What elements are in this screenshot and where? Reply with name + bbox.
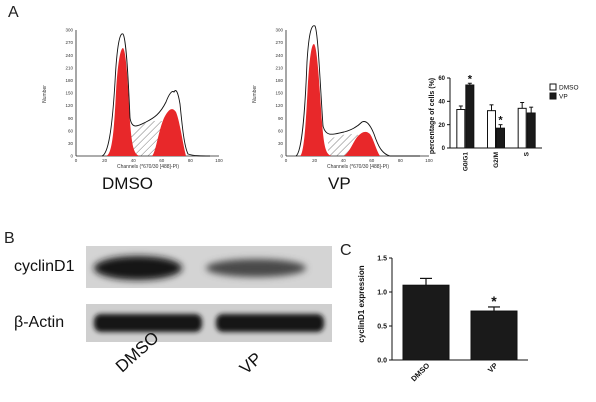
y-tick-label: 150	[275, 91, 283, 96]
bar-dmso	[402, 284, 450, 361]
y-tick-label: 60	[278, 128, 284, 133]
panel-letter-b: B	[4, 230, 15, 247]
legend-swatch-vp	[549, 92, 557, 100]
x-tick-label: DMSO	[409, 361, 431, 383]
y-axis-title: Number	[42, 85, 48, 103]
y-tick-label: 0.0	[377, 358, 387, 365]
x-tick-label: G0/G1	[462, 152, 469, 172]
cell-cycle-bar-chart: percentage of cells (%) 0 20 40 60 * * G0/G1…	[429, 73, 579, 172]
y-axis-title: Number	[252, 85, 258, 103]
x-tick-label: 0	[75, 158, 78, 163]
legend-label-dmso: DMSO	[559, 85, 579, 92]
y-tick-label: 240	[65, 53, 73, 58]
y-tick-label: 180	[65, 78, 73, 83]
western-blot	[86, 246, 332, 342]
legend-label-vp: VP	[559, 94, 568, 101]
y-tick-label: 90	[68, 116, 74, 121]
x-tick-label: 80	[398, 158, 404, 163]
band-beta-actin-vp	[216, 314, 324, 332]
y-tick-label: 40	[438, 100, 445, 106]
x-tick-label: 100	[425, 158, 433, 163]
y-tick-label: 1.0	[377, 290, 387, 297]
g2m-peak	[152, 109, 186, 156]
significance-marker: *	[491, 293, 497, 309]
histogram-label-vp: VP	[328, 174, 351, 193]
x-tick-label: G2/M	[493, 152, 500, 168]
y-tick-label: 0	[70, 154, 73, 159]
bar-dmso-g0g1	[456, 109, 466, 149]
bar-vp-g0g1	[465, 84, 475, 149]
y-tick-label: 300	[275, 28, 283, 33]
x-tick-label: 0	[285, 158, 288, 163]
y-tick-label: 1.5	[377, 256, 387, 263]
lane-label-vp: VP	[236, 348, 266, 379]
x-tick-label: 20	[102, 158, 108, 163]
y-tick-label: 120	[275, 103, 283, 108]
g2m-peak	[344, 131, 380, 156]
g0g1-peak	[300, 44, 332, 156]
y-axis-label: percentage of cells (%)	[429, 78, 436, 154]
y-tick-label: 150	[65, 91, 73, 96]
x-tick-label: 60	[159, 158, 165, 163]
bar-dmso-g2m	[487, 110, 496, 149]
band-cyclind1-vp	[206, 259, 306, 277]
histogram-trace	[101, 33, 211, 157]
y-tick-label: 0	[280, 154, 283, 159]
y-tick-label: 270	[275, 40, 283, 45]
x-axis-title: Channels (*670/30 [488]-PI)	[327, 164, 389, 170]
panel-letter-a: A	[8, 4, 19, 21]
y-tick-label: 30	[68, 141, 74, 146]
x-tick-label: S	[524, 151, 531, 156]
significance-marker: *	[468, 73, 473, 85]
bar-vp-s	[526, 112, 536, 149]
band-beta-actin-dmso	[94, 314, 202, 332]
histogram-trace	[295, 25, 420, 157]
x-tick-label: 60	[369, 158, 375, 163]
x-axis-title: Channels (*670/30 [488]-PI)	[117, 164, 179, 170]
x-tick-label: 20	[312, 158, 318, 163]
x-tick-label: 100	[215, 158, 223, 163]
y-tick-label: 270	[65, 40, 73, 45]
panel-letter-c: C	[340, 242, 352, 259]
y-tick-label: 60	[438, 76, 445, 82]
g0g1-peak	[106, 48, 140, 156]
significance-marker: *	[498, 115, 503, 127]
y-axis-label: cyclinD1 expression	[357, 265, 366, 342]
bar-vp-g2m	[496, 127, 505, 149]
blot-row-label-beta-actin: β-Actin	[14, 314, 65, 331]
y-tick-label: 180	[275, 78, 283, 83]
band-cyclind1-dmso	[94, 256, 182, 280]
x-tick-label: 40	[341, 158, 347, 163]
y-tick-label: 210	[275, 65, 283, 70]
x-tick-labels: 0 20 40 60 80 100	[285, 158, 434, 163]
y-tick-label: 20	[438, 123, 445, 129]
legend-swatch-dmso	[549, 83, 557, 91]
x-tick-label: 80	[188, 158, 194, 163]
y-tick-label: 0.5	[377, 324, 387, 331]
y-tick-label: 240	[275, 53, 283, 58]
y-tick-label: 300	[65, 28, 73, 33]
bar-vp	[470, 310, 518, 361]
histogram-label-dmso: DMSO	[102, 174, 153, 193]
y-tick-label: 30	[278, 141, 284, 146]
y-tick-label: 60	[68, 128, 74, 133]
x-tick-label: VP	[486, 361, 499, 374]
y-tick-label: 0	[442, 146, 446, 152]
x-tick-labels: 0 20 40 60 80 100	[75, 158, 224, 163]
cyclind1-expression-chart: cyclinD1 expression 0.0 0.5 1.0 1.5 * DMSO V…	[357, 256, 528, 383]
x-tick-label: 40	[131, 158, 137, 163]
y-tick-label: 120	[65, 103, 73, 108]
bar-dmso-s	[517, 107, 527, 149]
blot-row-label-cyclind1: cyclinD1	[14, 258, 75, 275]
y-tick-label: 210	[65, 65, 73, 70]
y-tick-label: 90	[278, 116, 284, 121]
